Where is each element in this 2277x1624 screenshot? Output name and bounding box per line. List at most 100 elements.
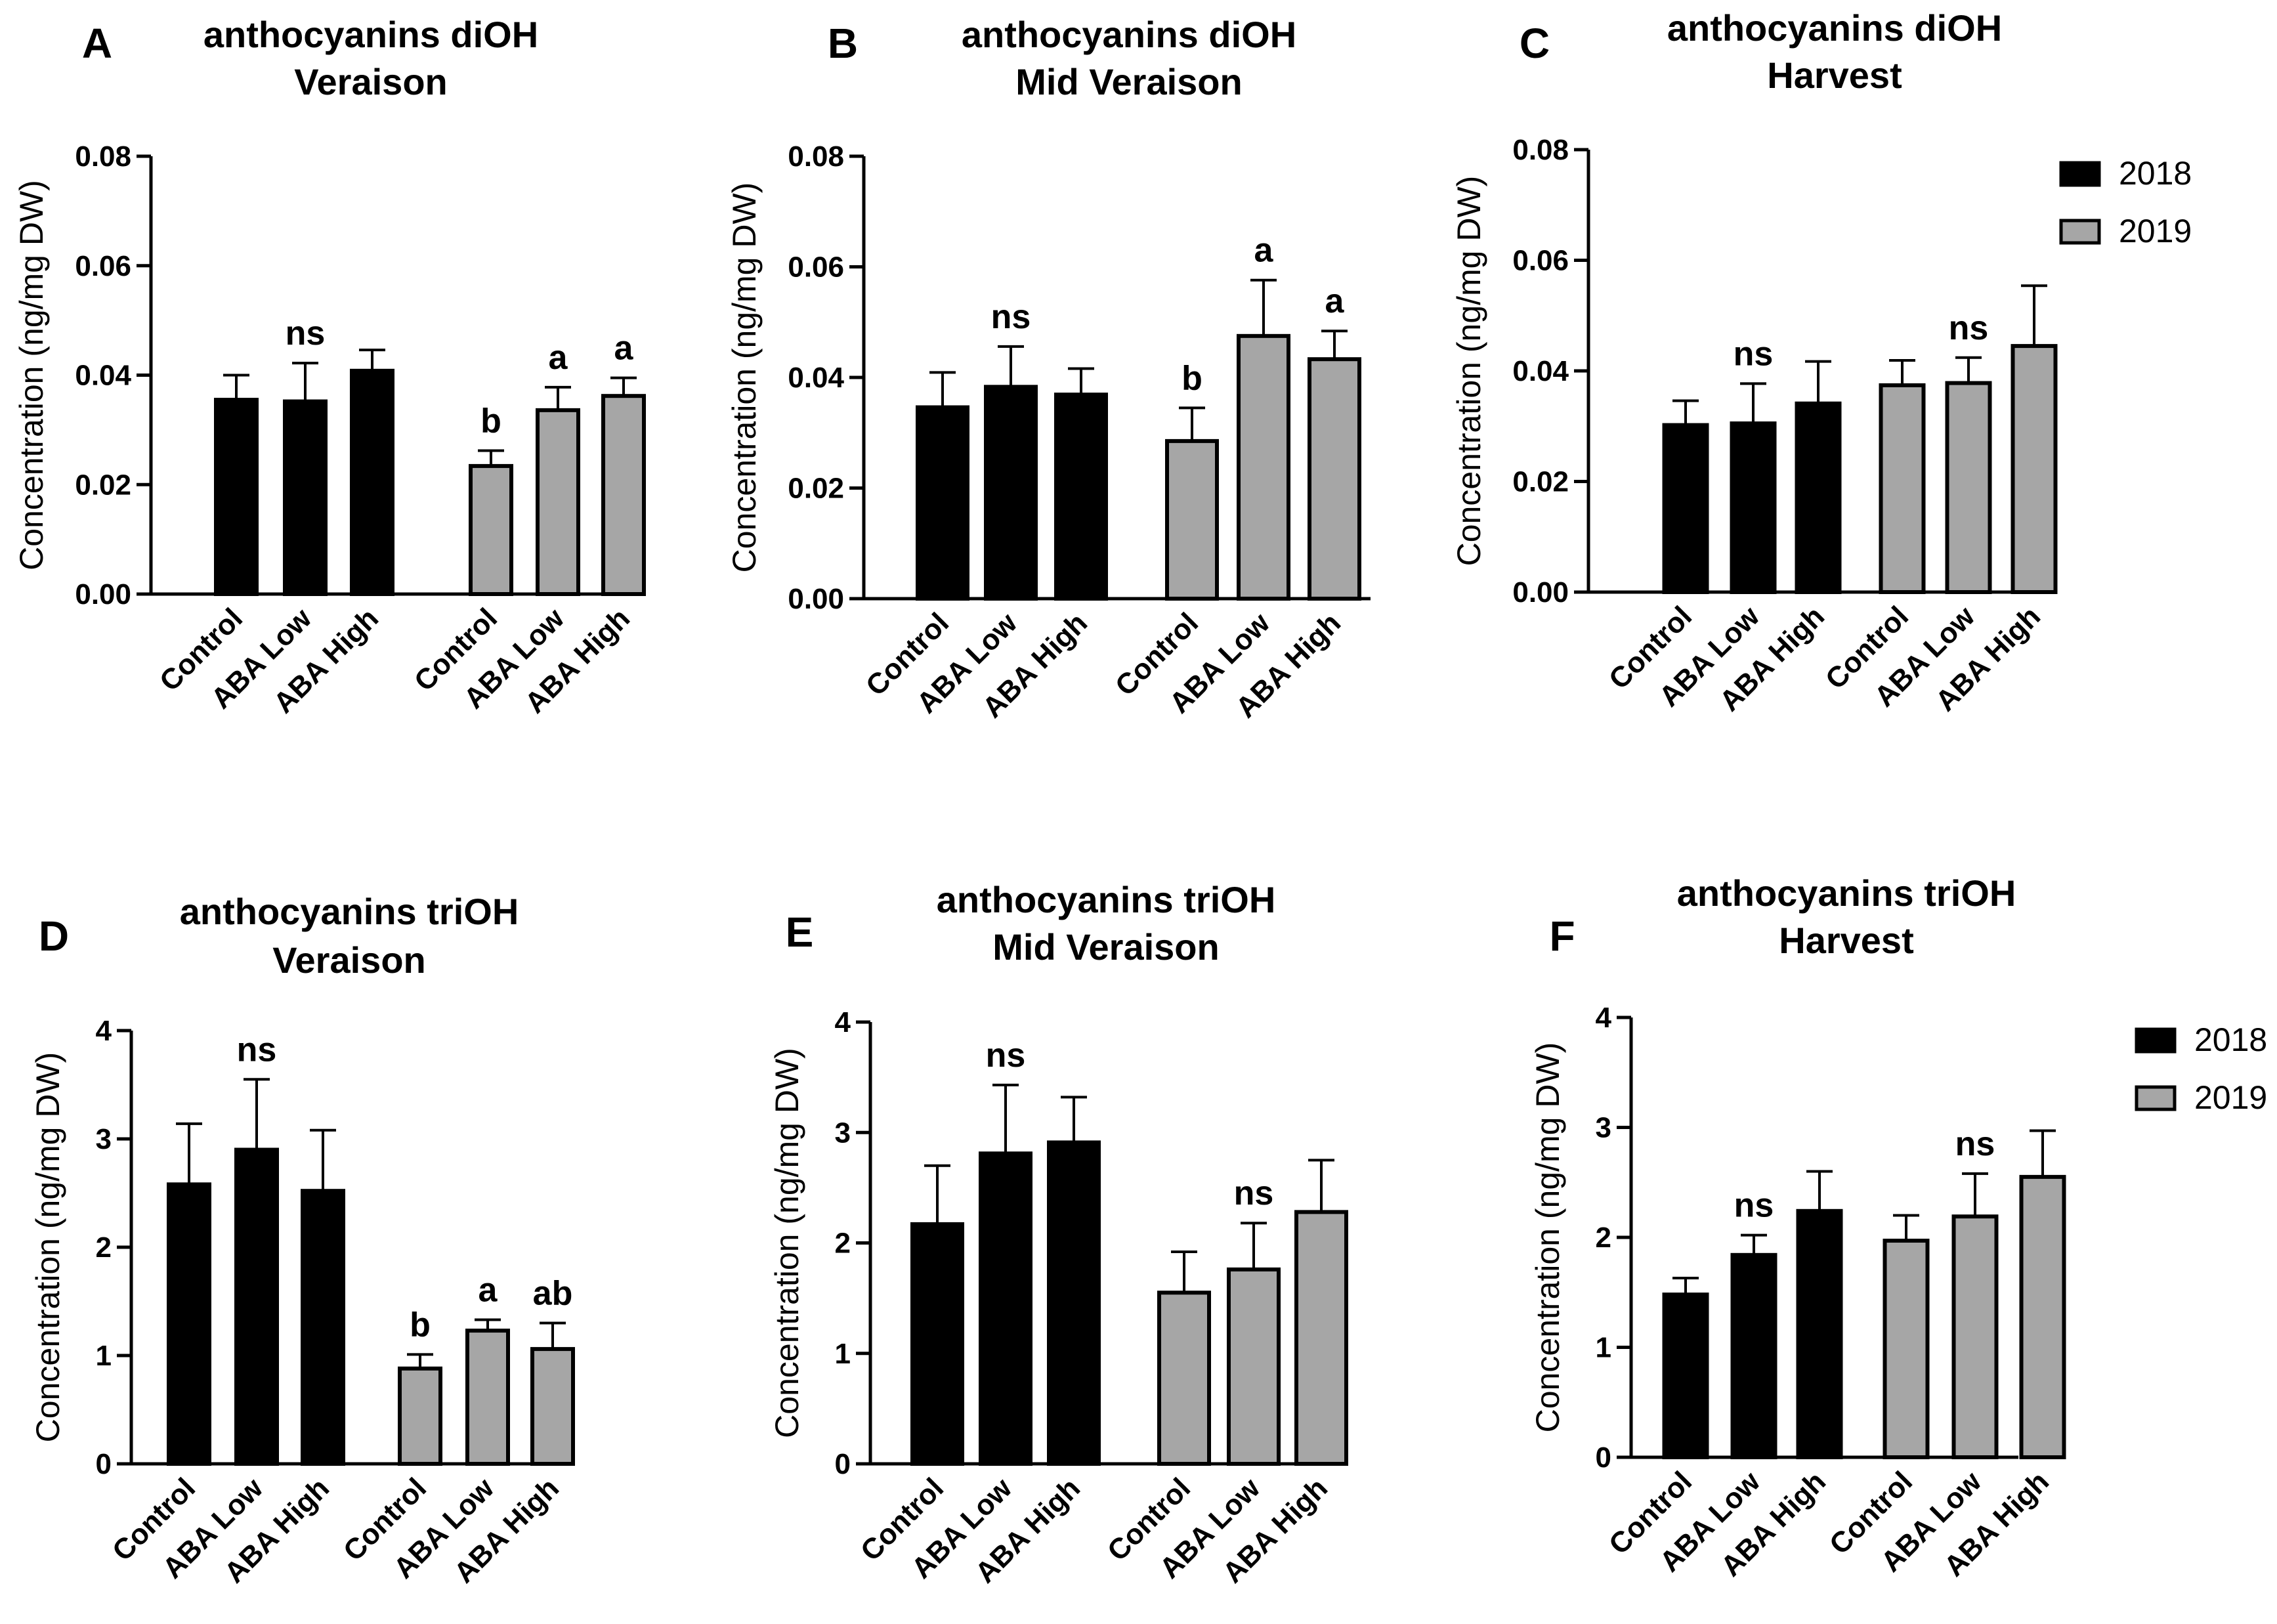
bar-2018-aba-high (301, 1189, 345, 1466)
bar-2018-control (214, 398, 259, 596)
bar-2018-aba-high (1047, 1140, 1101, 1466)
significance-label: ns (286, 314, 326, 353)
bar-2019-aba-high (2011, 344, 2058, 595)
significance-label: b (410, 1306, 431, 1344)
y-axis-label: Concentration (ng/mg DW) (726, 182, 763, 573)
y-tick-label: 4 (96, 1015, 112, 1047)
significance-label: ns (1955, 1125, 1995, 1163)
bar-2018-aba-low (984, 385, 1038, 601)
bar-2018-aba-high (1054, 393, 1108, 601)
y-tick-label: 0.02 (788, 473, 844, 505)
legend-label: 2019 (2119, 213, 2192, 249)
bar-2018-aba-low (1730, 1252, 1777, 1460)
bar-2019-aba-high (530, 1347, 575, 1466)
y-tick-label: 1 (96, 1340, 112, 1372)
legend: 2018 2019 (2135, 1021, 2267, 1116)
y-tick-label: 3 (835, 1117, 851, 1149)
panel-letter: D (39, 912, 69, 960)
bar-2019-aba-low (1227, 1267, 1281, 1466)
significance-label: ns (1949, 309, 1989, 347)
y-tick-label: 0 (835, 1448, 851, 1480)
legend-swatch-2018 (2059, 161, 2101, 187)
bar-2019-control (398, 1366, 442, 1466)
bar-2019-aba-low (536, 408, 580, 596)
bar-2019-aba-high (1294, 1210, 1348, 1466)
panel-title-line: Mid Veraison (992, 926, 1219, 968)
bar-2018-control (910, 1222, 964, 1466)
significance-label: a (614, 330, 634, 368)
panel-title-line: Harvest (1767, 54, 1902, 96)
bar-2019-aba-high (1308, 357, 1361, 601)
panel-letter: C (1520, 20, 1550, 67)
y-axis-label: Concentration (ng/mg DW) (1529, 1042, 1566, 1433)
panel-title-line: Veraison (272, 939, 425, 981)
y-tick-label: 0.00 (788, 583, 844, 615)
bar-2018-aba-low (234, 1147, 279, 1466)
bar-2018-control (1662, 1293, 1709, 1459)
y-tick-label: 4 (835, 1006, 851, 1038)
y-tick-label: 3 (1596, 1112, 1611, 1144)
panel-title-line: anthocyanins triOH (180, 891, 519, 932)
y-tick-label: 3 (96, 1123, 112, 1155)
bar-2018-aba-low (1730, 421, 1777, 594)
panel-title-line: anthocyanins triOH (1677, 872, 2016, 914)
panel-title-line: anthocyanins diOH (962, 14, 1296, 55)
y-tick-label: 0.02 (75, 469, 131, 501)
legend-swatch-2019 (2135, 1085, 2177, 1111)
bar-2019-control (1879, 383, 1926, 595)
bar-2019-aba-low (465, 1329, 510, 1466)
y-axis-label: Concentration (ng/mg DW) (1451, 176, 1487, 566)
y-tick-label: 0.08 (788, 140, 844, 173)
bar-2018-control (1662, 423, 1709, 594)
legend-label: 2018 (2194, 1021, 2267, 1058)
y-tick-label: 1 (835, 1338, 851, 1370)
bar-2019-aba-high (2019, 1174, 2066, 1459)
significance-label: a (1325, 282, 1345, 320)
bar-2018-control (167, 1182, 211, 1466)
panel-letter: A (82, 20, 112, 67)
significance-label: ns (1734, 335, 1774, 373)
significance-label: b (1181, 359, 1202, 397)
significance-label: ns (1234, 1174, 1274, 1212)
y-tick-label: 0 (96, 1448, 112, 1480)
significance-label: ns (1734, 1187, 1774, 1225)
y-tick-label: 4 (1596, 1002, 1612, 1034)
bar-2019-aba-low (1945, 381, 1992, 594)
legend-swatch-2018 (2135, 1027, 2177, 1054)
y-tick-label: 0.06 (75, 250, 131, 282)
y-tick-label: 0.00 (75, 578, 131, 610)
bar-2018-aba-high (1795, 401, 1842, 595)
significance-label: ns (237, 1031, 277, 1069)
legend: 2018 2019 (2059, 155, 2192, 249)
y-axis-label: Concentration (ng/mg DW) (13, 180, 50, 570)
panel-letter: B (828, 20, 858, 67)
panel-title-line: Mid Veraison (1015, 61, 1242, 102)
y-tick-label: 0.04 (1512, 355, 1569, 387)
y-tick-label: 0.08 (1512, 134, 1569, 166)
y-tick-label: 2 (835, 1228, 851, 1260)
significance-label: b (480, 402, 501, 440)
bar-2018-aba-high (1796, 1208, 1843, 1460)
legend-swatch-2019 (2059, 219, 2101, 245)
bar-2019-control (1165, 438, 1219, 601)
bar-2019-aba-low (1951, 1214, 1999, 1460)
bar-2018-aba-low (979, 1151, 1032, 1466)
bar-2019-control (1883, 1239, 1930, 1460)
panel-title-line: Harvest (1779, 920, 1913, 961)
bar-2018-control (916, 405, 969, 601)
panel-letter: F (1549, 912, 1575, 960)
y-tick-label: 0.06 (1512, 245, 1569, 277)
panel-title-line: anthocyanins diOH (1667, 7, 2002, 49)
significance-label: ab (533, 1275, 573, 1313)
y-tick-label: 0 (1596, 1442, 1611, 1474)
panel-title-line: anthocyanins diOH (203, 14, 538, 55)
panel-title-line: anthocyanins triOH (937, 879, 1276, 920)
significance-label: a (549, 339, 568, 377)
y-tick-label: 0.08 (75, 140, 131, 173)
